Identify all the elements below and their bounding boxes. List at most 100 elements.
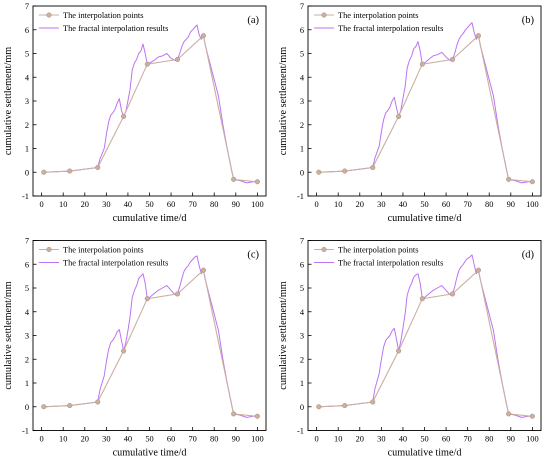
x-tick-label: 90 <box>507 200 515 209</box>
legend-marker-points <box>321 246 327 253</box>
y-tick-label: 0 <box>300 168 304 177</box>
interpolation-point <box>41 404 47 410</box>
chart-panel: 0 10 20 30 40 50 60 70 80 90 100 -1 0 1 2 3 4 5 6 7 cumulati… <box>3 2 267 224</box>
y-tick-label: 1 <box>300 145 304 154</box>
x-tick-label: 20 <box>81 435 89 444</box>
x-tick-label: 70 <box>188 435 196 444</box>
x-tick-label: 0 <box>315 200 319 209</box>
panel-label: (d) <box>522 250 535 261</box>
interpolation-point <box>419 61 425 67</box>
y-tick-label: 3 <box>300 97 304 106</box>
interpolation-point <box>506 176 512 182</box>
y-tick-label: 6 <box>300 26 304 35</box>
y-tick-label: 0 <box>25 403 29 412</box>
y-tick-label: 6 <box>25 260 29 269</box>
x-tick-label: 100 <box>251 200 264 209</box>
interpolation-point <box>475 267 481 273</box>
interpolation-point <box>316 169 322 175</box>
y-tick-label: 0 <box>25 168 29 177</box>
legend-marker-points <box>46 246 52 253</box>
fractal-interpolation-line <box>43 24 258 184</box>
x-tick-label: 30 <box>377 200 385 209</box>
x-tick-label: 40 <box>399 200 407 209</box>
x-tick-label: 10 <box>59 435 67 444</box>
x-tick-label: 30 <box>102 200 110 209</box>
fractal-interpolation-line <box>43 255 258 418</box>
chart-panel: 0 10 20 30 40 50 60 70 80 90 100 -1 0 1 2 3 4 5 6 7 cumulati… <box>278 237 542 459</box>
y-tick-label: 7 <box>300 2 304 11</box>
interpolation-point <box>449 56 456 62</box>
y-tick-label: 3 <box>25 332 29 341</box>
y-axis-label: cumulative settlement/mm <box>278 281 289 389</box>
y-tick-label: 2 <box>300 121 304 130</box>
y-tick-label: 2 <box>25 355 29 364</box>
y-axis-label: cumulative settlement/mm <box>278 47 289 155</box>
y-tick-label: -1 <box>22 192 29 201</box>
interpolation-point <box>506 411 512 417</box>
x-tick-label: 30 <box>377 435 385 444</box>
interpolation-point <box>121 113 127 119</box>
y-tick-label: 6 <box>25 26 29 35</box>
panel-label: (a) <box>247 15 259 26</box>
fractal-interpolation-line <box>318 22 533 184</box>
y-tick-label: 1 <box>300 379 304 388</box>
x-tick-label: 30 <box>102 435 110 444</box>
interpolation-point <box>67 168 73 174</box>
x-axis-label: cumulative time/d <box>113 448 187 459</box>
interpolation-point <box>200 33 206 39</box>
interpolation-point <box>200 267 206 273</box>
x-tick-label: 40 <box>124 435 132 444</box>
y-tick-label: 4 <box>25 308 30 317</box>
panel-label: (c) <box>247 250 259 261</box>
x-tick-label: 60 <box>442 435 450 444</box>
interpolation-points-line <box>318 269 533 417</box>
panel-label: (b) <box>522 15 535 26</box>
interpolation-point <box>396 348 402 354</box>
interpolation-point <box>95 164 101 171</box>
y-tick-label: 3 <box>300 332 304 341</box>
y-tick-label: -1 <box>297 192 304 201</box>
x-tick-label: 0 <box>40 435 44 444</box>
x-tick-label: 20 <box>81 200 89 209</box>
legend-marker-points <box>46 12 52 18</box>
x-tick-label: 50 <box>145 200 153 209</box>
x-tick-label: 20 <box>356 200 364 209</box>
interpolation-point <box>529 179 535 185</box>
legend-label-points: The interpolation points <box>338 246 418 255</box>
x-tick-label: 100 <box>526 200 539 209</box>
fractal-interpolation-line <box>318 254 533 418</box>
x-tick-label: 20 <box>356 435 364 444</box>
y-axis-label: cumulative settlement/mm <box>3 281 14 389</box>
x-tick-label: 80 <box>210 435 218 444</box>
x-tick-label: 10 <box>334 200 342 209</box>
interpolation-point <box>144 296 150 302</box>
interpolation-point <box>254 413 260 419</box>
interpolation-points-line <box>43 269 258 417</box>
x-tick-label: 0 <box>315 435 319 444</box>
interpolation-point <box>121 348 127 354</box>
legend-label-points: The interpolation points <box>338 11 418 20</box>
y-tick-label: 7 <box>25 237 29 246</box>
interpolation-point <box>529 413 535 419</box>
interpolation-point <box>419 296 425 302</box>
x-tick-label: 40 <box>399 435 407 444</box>
x-axis-label: cumulative time/d <box>388 213 462 224</box>
x-tick-label: 80 <box>210 200 218 209</box>
y-tick-label: 5 <box>300 284 304 293</box>
y-tick-label: 2 <box>300 355 304 364</box>
interpolation-point <box>67 403 73 409</box>
y-tick-label: 5 <box>25 284 29 293</box>
interpolation-point <box>475 33 481 39</box>
legend-label-points: The interpolation points <box>63 11 143 20</box>
x-tick-label: 60 <box>167 435 175 444</box>
y-tick-label: 4 <box>300 308 305 317</box>
interpolation-points-line <box>43 34 258 183</box>
x-tick-label: 60 <box>442 200 450 209</box>
interpolation-point <box>41 169 47 175</box>
x-tick-label: 90 <box>232 435 240 444</box>
y-tick-label: 1 <box>25 379 29 388</box>
chart-panel: 0 10 20 30 40 50 60 70 80 90 100 -1 0 1 2 3 4 5 6 7 cumulati… <box>278 2 542 224</box>
interpolation-point <box>231 411 237 417</box>
x-tick-label: 90 <box>507 435 515 444</box>
